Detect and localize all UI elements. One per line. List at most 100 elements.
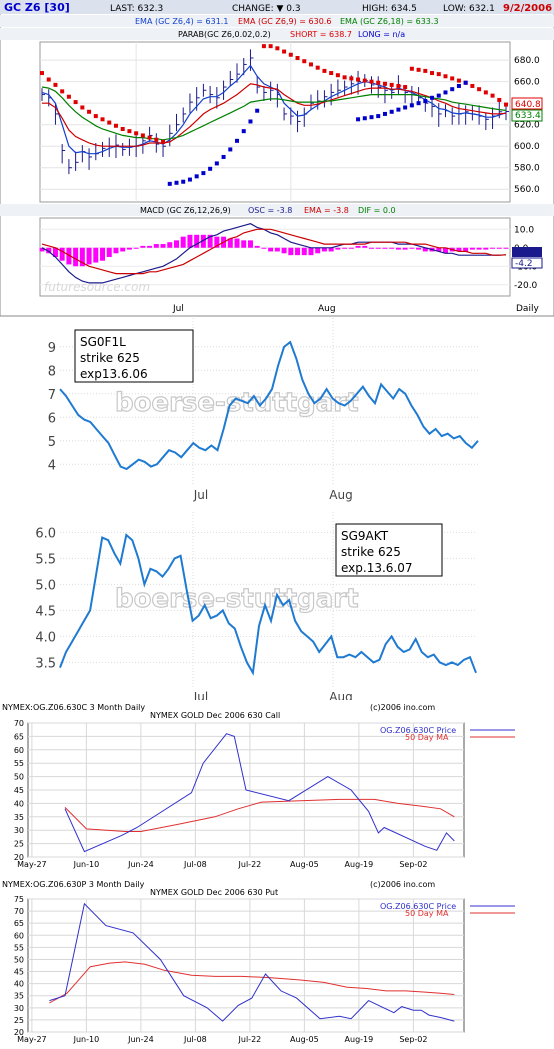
parab-long-legend: LONG = n/a [358,30,405,39]
tick-label-x: Aug-19 [345,1035,374,1044]
sg9akt-label-box [335,523,443,577]
sg9akt-name: SG9AKT [341,529,389,543]
tick-label-x: Aug-19 [345,860,374,869]
macd-hist-bar [153,244,159,248]
tick-label-y: 55 [14,943,24,952]
sar-long-dot [241,129,246,134]
futures-chart-panel: GC Z6 [30] LAST: 632.3 CHANGE: ▼ 0.3 HIG… [0,0,554,317]
tick-label-y: 70 [14,907,24,916]
sar-long-dot [416,101,421,106]
tick-label-y: 25 [14,1016,24,1025]
macd-hist-bar [167,242,173,248]
x-label-jul: Jul [193,690,208,700]
ticker-label[interactable]: GC Z6 [30] [4,1,70,14]
sar-short-dot [443,74,448,79]
sg0f1l-chart-panel: 4 5 6 7 8 9 Jul Aug boerse-stuttgart SG0F1L str… [48,318,479,502]
sar-short-dot [369,79,374,84]
macd-hist-bar [355,245,361,248]
plot-frame [27,898,465,1033]
macd-hist-bar [416,247,422,250]
badge-mid-text: 633.4 [515,111,541,121]
macd-hist-bar [173,240,179,248]
macd-hist-bar [241,240,247,248]
sar-short-dot [46,77,51,82]
ma-line [49,961,455,1004]
low-value: LOW: 632.1 [443,4,495,14]
sar-short-dot [161,139,166,144]
macd-tick-label: -20.0 [514,281,538,291]
badge-mid [511,109,543,122]
macd-hist-bar [382,247,388,249]
macd-hist-bar [234,238,240,248]
tick-label-y: 60 [14,746,24,755]
macd-hist-bar [442,247,448,254]
tick-label-y: 9 [48,341,56,356]
sar-long-dot [228,147,233,152]
sar-short-dot [154,137,159,142]
tick-label-y: 60 [14,931,24,940]
macd-hist-bar [200,234,206,248]
tick-label-x: May-27 [17,860,46,869]
macd-hist-bar [308,247,314,256]
tick-label-y: 5.5 [35,552,56,567]
macd-osc-line [41,223,507,284]
x-label-aug: Aug [329,488,352,502]
sar-short-dot [423,68,428,73]
tick-label-y: 55 [14,759,24,768]
legend-price-call: OG.Z06.630C Price [380,726,456,735]
tick-label-y: 75 [14,895,24,904]
sar-long-dot [463,80,468,85]
macd-hist-bar [227,238,233,248]
ino-put-title: NYMEX GOLD Dec 2006 630 Put [150,888,278,897]
macd-hist-bar [160,244,166,248]
macd-hist-bar [402,247,408,250]
macd-hist-bar [261,247,267,249]
tick-label-y: 600.0 [514,142,540,152]
sar-long-dot [436,93,441,98]
ino-put-series [49,902,455,1022]
macd-hist-bar [106,247,112,257]
macd-hist-bar [335,247,341,250]
sar-short-dot [403,85,408,90]
sg9akt-chart-panel: 3.5 4.0 4.5 5.0 5.5 6.0 Jul Aug boerse-stuttgar… [35,512,477,700]
sar-short-dot [362,78,367,83]
sar-short-dot [275,46,280,51]
price-line [49,902,455,1022]
macd-hist-bar [490,247,496,249]
sar-long-dot [194,174,199,179]
period-label: Daily [516,304,539,314]
price-plot-area [39,41,511,203]
tick-label-y: 40 [14,799,24,808]
sar-long-dot [221,154,226,159]
macd-hist-bar [469,247,475,250]
sar-long-dot [409,103,414,108]
parab-legend: PARAB(GC Z6,0.02,0.2) [178,30,271,39]
sar-long-dot [248,119,253,124]
macd-ema-line [41,228,507,275]
sar-long-dot [403,105,408,110]
sar-short-dot [40,71,44,76]
sar-long-dot [255,108,260,113]
tick-label-y: 5.0 [35,578,56,593]
sar-long-dot [382,111,387,116]
sar-short-dot [302,59,307,64]
sg9akt-series [59,533,477,676]
ino-put-grid: 20 25 30 35 40 45 50 55 60 65 70 75 May-27 Jun-10 Jun-… [14,895,465,1044]
sar-short-dot [107,120,112,125]
tick-label-x: Sep-02 [399,860,427,869]
tick-label-x: Sep-02 [399,1035,427,1044]
macd-hist-bar [73,247,79,267]
macd-legend: MACD (GC Z6,12,26,9) [140,206,231,215]
tick-label-y: 35 [14,813,24,822]
sar-short-dot [100,117,105,122]
macd-hist-bar [79,247,85,267]
tick-label-y: 680.0 [514,56,540,66]
ino-call-series [64,733,455,853]
ema9-legend: EMA (GC Z6,9) = 630.6 [238,17,331,26]
tick-label-y: 50 [14,773,24,782]
macd-osc: OSC = -3.8 [248,206,292,215]
ino-call-header-right: (c)2006 ino.com [370,703,435,712]
tick-label-x: May-27 [17,1035,46,1044]
change-value: CHANGE: ▼ 0.3 [232,4,301,14]
sar-short-dot [113,123,118,128]
